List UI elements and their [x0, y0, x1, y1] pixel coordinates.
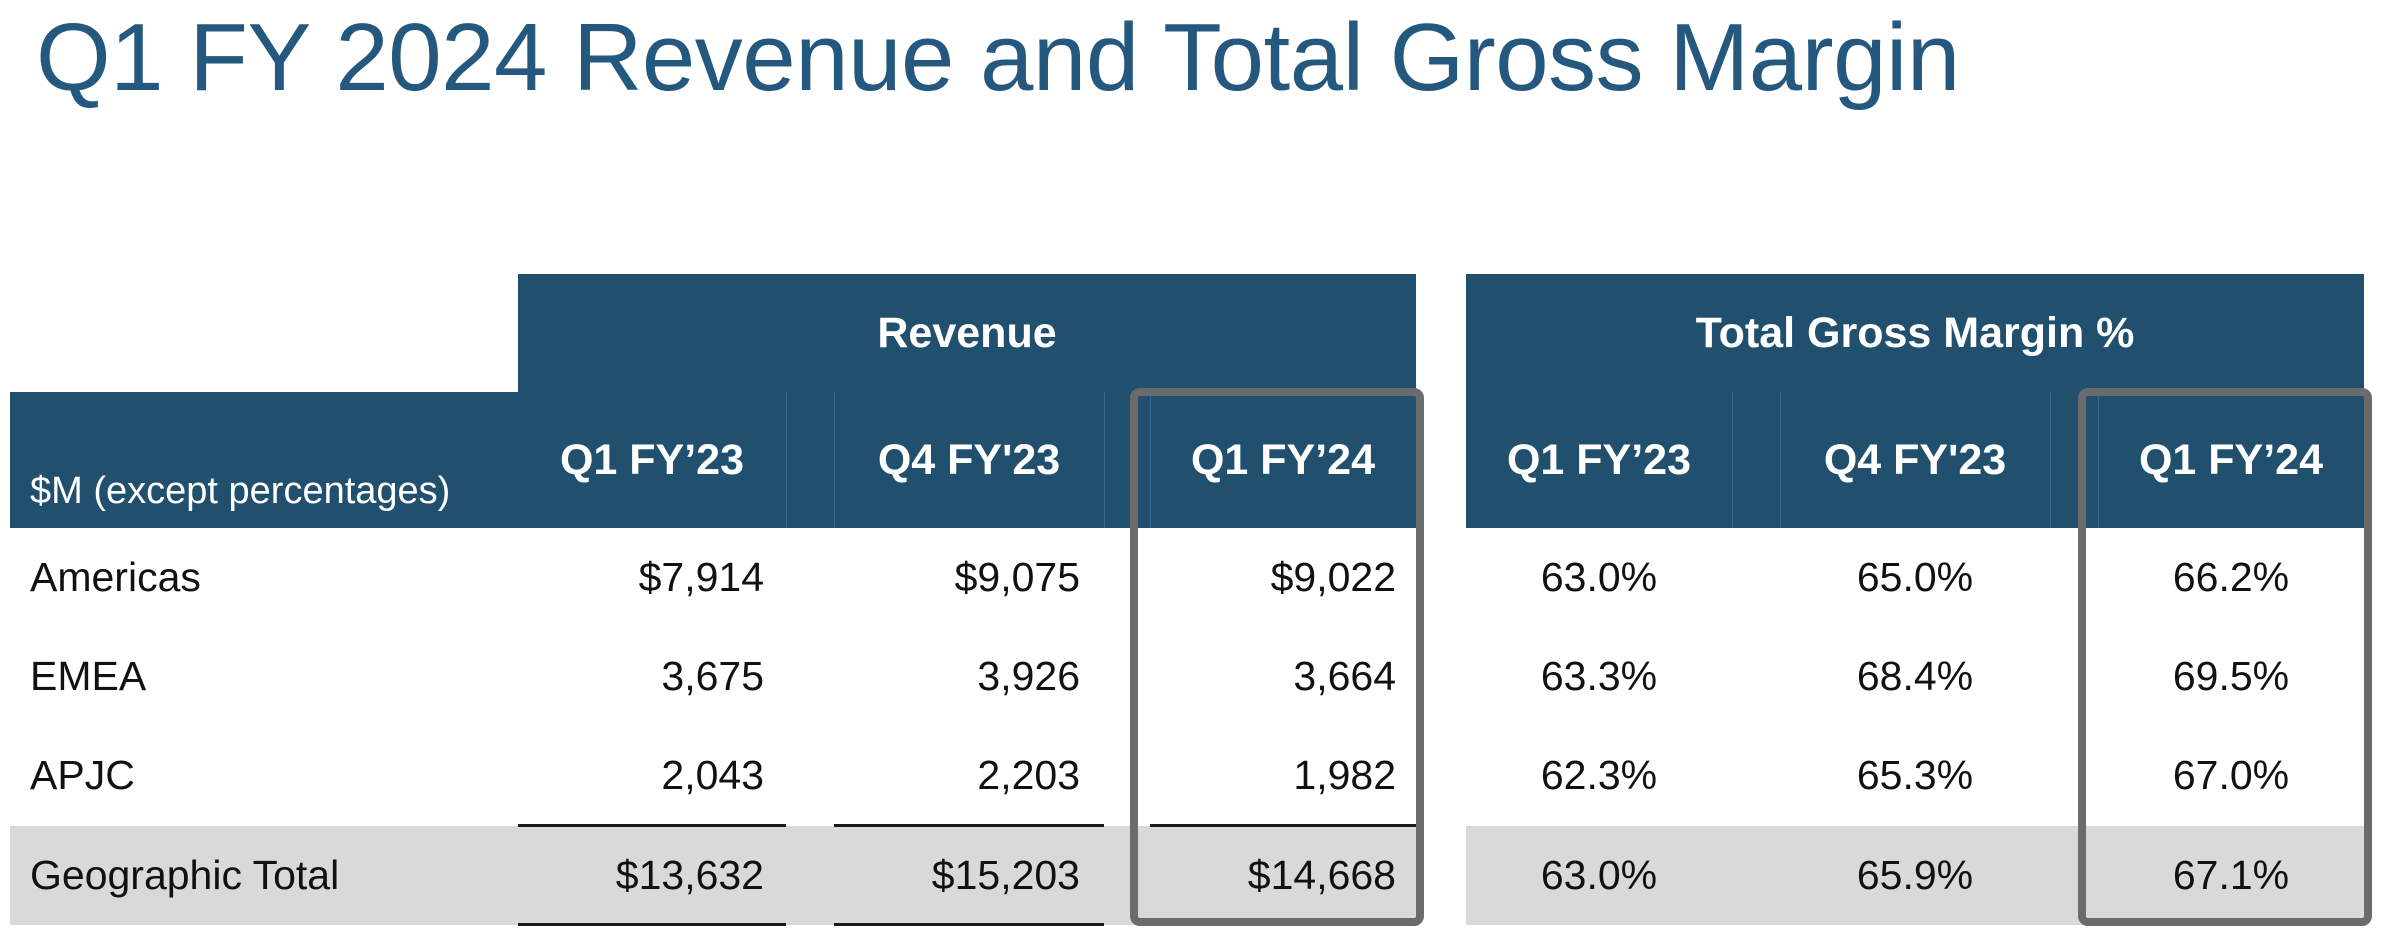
total-top-rule [834, 824, 1104, 827]
table-cell: $9,075 [954, 554, 1080, 600]
total-bottom-rule [834, 923, 1104, 926]
header-separator [1732, 392, 1733, 528]
table-cell: 3,675 [661, 653, 764, 699]
header-separator [2098, 392, 2099, 528]
total-row-bg [10, 826, 1416, 925]
table-cell: 65.9% [1856, 852, 1974, 898]
table-cell: 63.0% [1540, 852, 1658, 898]
margin-group-header: Total Gross Margin % [1695, 308, 2135, 357]
margin-col-header-q4fy23: Q4 FY'23 [1823, 435, 2007, 484]
total-row-bg [1466, 826, 2364, 925]
table-cell: $14,668 [1247, 852, 1396, 898]
table-cell: 67.1% [2172, 852, 2290, 898]
table-cell: 67.0% [2172, 752, 2290, 798]
table-cell: $7,914 [638, 554, 764, 600]
revenue-col-header-q1fy24: Q1 FY’24 [1190, 435, 1376, 484]
header-separator [2050, 392, 2051, 528]
current-quarter-highlight-revenue [1130, 388, 1424, 926]
header-separator [1150, 392, 1151, 528]
table-cell: 62.3% [1540, 752, 1658, 798]
margin-col-header-q1fy23: Q1 FY’23 [1506, 435, 1692, 484]
row-label-geographic-total: Geographic Total [30, 852, 340, 898]
table-cell: $15,203 [931, 852, 1080, 898]
table-cell: 66.2% [2172, 554, 2290, 600]
total-bottom-rule [518, 923, 786, 926]
margin-col-header-q1fy24: Q1 FY’24 [2138, 435, 2324, 484]
revenue-col-header-q1fy23: Q1 FY’23 [559, 435, 745, 484]
table-cell: 2,043 [661, 752, 764, 798]
header-separator [834, 392, 835, 528]
units-label: $M (except percentages) [30, 470, 451, 512]
table-cell: 3,664 [1293, 653, 1396, 699]
table-cell: 68.4% [1856, 653, 1974, 699]
column-header-bg-left [10, 392, 1416, 528]
table-cell: 63.3% [1540, 653, 1658, 699]
header-separator [1780, 392, 1781, 528]
header-separator [1104, 392, 1105, 528]
current-quarter-highlight-margin [2078, 388, 2372, 926]
table-cell: 65.0% [1856, 554, 1974, 600]
table-cell: 3,926 [977, 653, 1080, 699]
margin-group-header-bg [1466, 274, 2364, 392]
revenue-group-header-bg [518, 274, 1416, 392]
table-cell: 1,982 [1293, 752, 1396, 798]
total-top-rule [518, 824, 786, 827]
total-top-rule [1150, 824, 1416, 827]
table-cell: 2,203 [977, 752, 1080, 798]
table-cell: 69.5% [2172, 653, 2290, 699]
header-separator [786, 392, 787, 528]
table-cell: $13,632 [615, 852, 764, 898]
table-cell: $9,022 [1270, 554, 1396, 600]
row-label-americas: Americas [30, 554, 201, 600]
column-header-bg-right [1466, 392, 2364, 528]
page-title: Q1 FY 2024 Revenue and Total Gross Margi… [36, 4, 1960, 111]
revenue-col-header-q4fy23: Q4 FY'23 [877, 435, 1061, 484]
row-label-emea: EMEA [30, 653, 147, 699]
table-cell: 65.3% [1856, 752, 1974, 798]
table-cell: 63.0% [1540, 554, 1658, 600]
row-label-apjc: APJC [30, 752, 135, 798]
revenue-group-header: Revenue [877, 308, 1057, 357]
